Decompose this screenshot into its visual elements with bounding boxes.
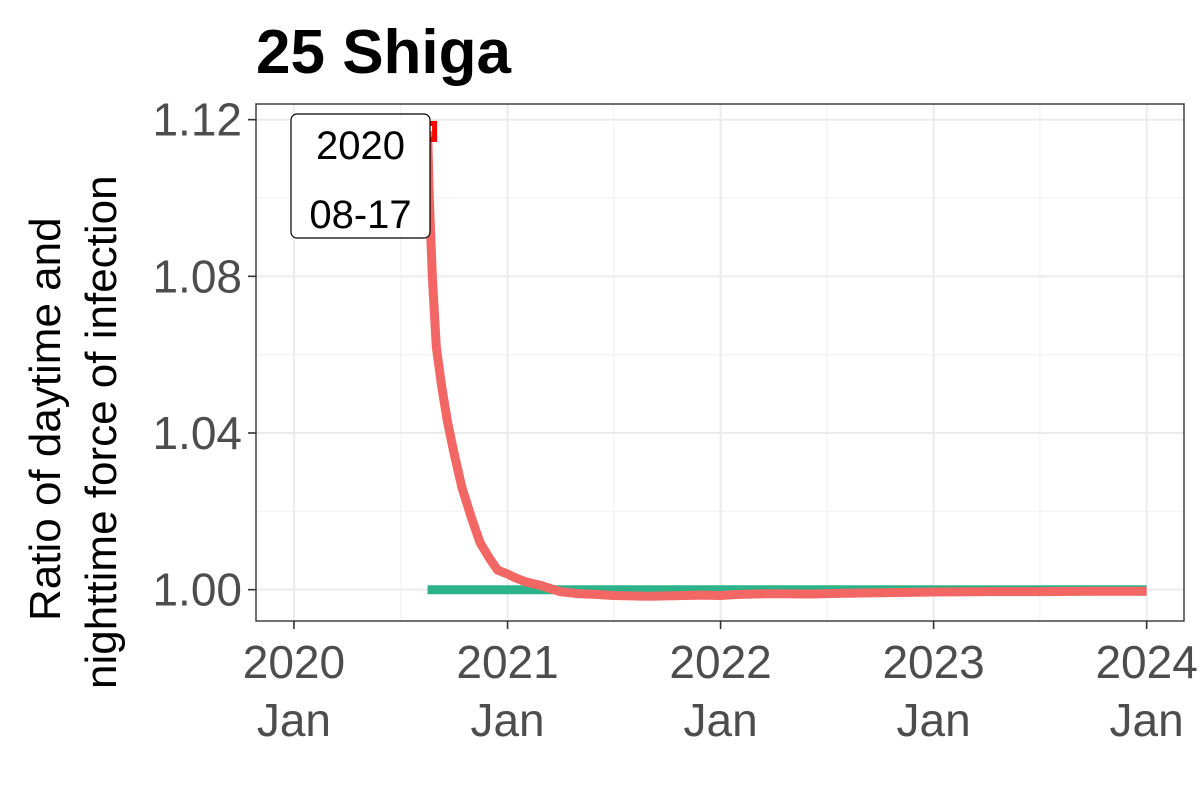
y-tick-label: 1.08 [152, 250, 242, 302]
y-axis-label-line-2: nighttime force of infection [77, 175, 126, 689]
x-tick-label-month: Jan [897, 694, 971, 746]
y-tick-label: 1.00 [152, 564, 242, 616]
y-axis-label-line-1: Ratio of daytime and [21, 217, 70, 621]
x-tick-label-year: 2022 [669, 636, 771, 688]
x-tick-label-month: Jan [1110, 694, 1184, 746]
x-tick-label-month: Jan [683, 694, 757, 746]
x-tick-label-year: 2020 [243, 636, 345, 688]
annotation-label: 2020 08-17 [290, 113, 431, 239]
axes: 2020 Jan 2021 Jan 2022 Jan 2023 Jan 2024 Jan 1.00 1… [152, 94, 1197, 746]
y-axis-label: Ratio of daytime and nighttime force of … [21, 175, 126, 689]
annotation-date: 08-17 [309, 193, 411, 237]
annotation-box [290, 113, 431, 239]
x-tick-label-year: 2021 [456, 636, 558, 688]
y-tick-label: 1.12 [152, 94, 242, 146]
chart-title: 25 Shiga [256, 18, 512, 87]
annotation-year: 2020 [316, 124, 405, 168]
x-tick-label-year: 2023 [882, 636, 984, 688]
x-tick-label-year: 2024 [1095, 636, 1197, 688]
plot-series [423, 131, 1147, 601]
y-tick-label: 1.04 [152, 407, 242, 459]
series-line-2 [423, 131, 1147, 601]
x-tick-label-month: Jan [470, 694, 544, 746]
x-tick-label-month: Jan [257, 694, 331, 746]
